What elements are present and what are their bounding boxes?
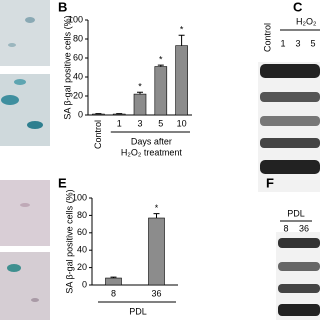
x-tick-label: 10 (177, 118, 187, 128)
x-tick-label: Control (93, 120, 103, 149)
error-bar (157, 64, 164, 67)
y-tick-label: 40 (73, 71, 83, 81)
significance-label: * (159, 55, 163, 65)
x-axis-label: H₂O₂ treatment (121, 147, 183, 157)
group-label: PDL (287, 208, 305, 218)
panel-letter: B (58, 0, 67, 14)
x-tick-label: 36 (151, 288, 161, 298)
panel-letter: E (58, 175, 67, 190)
y-tick-label: 80 (77, 210, 87, 220)
bar (133, 93, 147, 116)
y-tick-label: 80 (73, 33, 83, 43)
y-axis-label: SA β-gal positive cells (%) (62, 15, 72, 119)
panel-letter: F (266, 175, 274, 190)
lane-label: 1 (280, 38, 285, 48)
western-blot (258, 62, 320, 320)
bar (92, 113, 105, 116)
bar (148, 217, 165, 286)
x-axis-label: PDL (129, 306, 147, 316)
y-tick-label: 60 (73, 52, 83, 62)
error-bar (137, 91, 143, 95)
y-tick-label: 40 (77, 245, 87, 255)
x-tick-label: 5 (158, 118, 163, 128)
micrographs (0, 0, 50, 320)
y-tick-label: 60 (77, 227, 87, 237)
x-tick-label: 3 (137, 118, 142, 128)
y-tick-label: 100 (68, 14, 83, 24)
significance-label: * (180, 25, 184, 35)
lane-label: 8 (283, 223, 288, 233)
panel-letter: C (293, 0, 303, 14)
y-tick-label: 20 (77, 262, 87, 272)
error-bar (178, 34, 185, 46)
y-tick-label: 100 (72, 192, 87, 202)
lane-label: 3 (295, 38, 300, 48)
x-axis-label: Days after (131, 136, 172, 146)
lane-label: Control (262, 23, 272, 52)
lane-label: 36 (299, 223, 309, 233)
bar (112, 113, 126, 116)
y-tick-label: 0 (82, 279, 87, 289)
error-bar (153, 213, 160, 219)
significance-label: * (138, 82, 142, 92)
error-bar (110, 276, 117, 279)
bar (105, 277, 122, 286)
y-tick-label: 20 (73, 90, 83, 100)
x-tick-label: 8 (111, 288, 116, 298)
bar (154, 66, 168, 116)
significance-label: * (155, 203, 159, 213)
bar (175, 45, 188, 116)
x-tick-label: 1 (117, 118, 122, 128)
treatment-label: H₂O₂ (296, 16, 317, 26)
lane-label: 5 (310, 38, 315, 48)
y-axis-label: SA β-gal positive cells (%) (64, 189, 74, 293)
y-tick-label: 0 (78, 109, 83, 119)
